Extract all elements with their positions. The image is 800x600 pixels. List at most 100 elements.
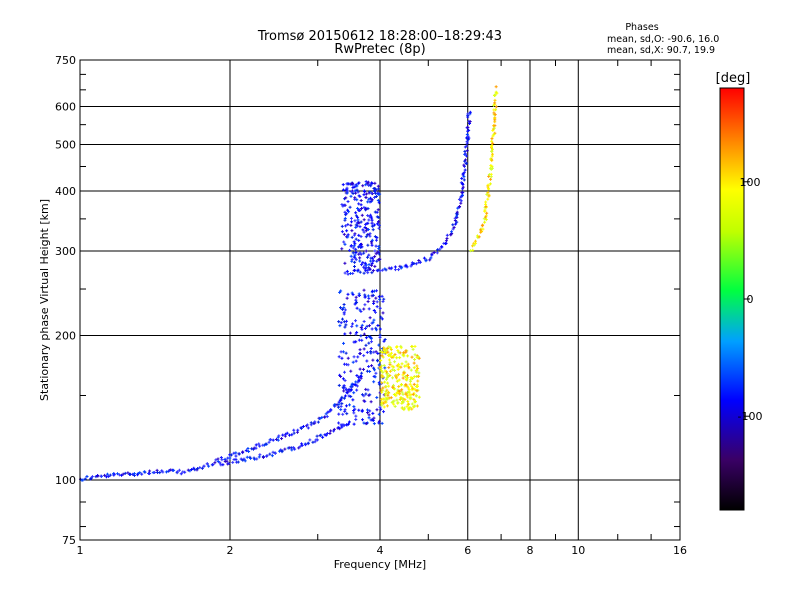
- trace-point: [340, 425, 344, 429]
- cluster-point: [352, 355, 356, 359]
- trace-point: [298, 445, 302, 449]
- cluster-point: [393, 387, 397, 391]
- cluster-point: [337, 320, 341, 324]
- cluster-point: [338, 306, 342, 310]
- cluster-point: [360, 263, 364, 267]
- trace-point: [175, 470, 179, 474]
- cluster-point: [415, 404, 419, 408]
- cluster-point: [411, 377, 415, 381]
- cluster-point: [338, 398, 342, 402]
- trace-point: [306, 426, 310, 430]
- cluster-point: [352, 411, 356, 415]
- cluster-point: [362, 230, 366, 234]
- trace-point: [358, 270, 362, 274]
- cluster-point: [365, 359, 369, 363]
- cluster-point: [376, 258, 380, 262]
- cluster-point: [380, 381, 384, 385]
- cluster-point: [406, 391, 410, 395]
- cluster-point: [388, 369, 392, 373]
- cluster-point: [378, 365, 382, 369]
- cluster-point: [361, 228, 365, 232]
- cluster-point: [377, 343, 381, 347]
- cluster-point: [373, 255, 377, 259]
- trace-point: [468, 120, 472, 124]
- cluster-point: [364, 392, 368, 396]
- trace-point: [205, 462, 209, 466]
- cluster-point: [338, 290, 342, 294]
- cluster-point: [362, 307, 366, 311]
- trace-point: [188, 469, 192, 473]
- trace-point: [234, 457, 238, 461]
- cluster-point: [352, 422, 356, 426]
- cluster-point: [355, 384, 359, 388]
- cluster-point: [364, 207, 368, 211]
- cluster-point: [383, 380, 387, 384]
- trace-point: [285, 431, 289, 435]
- cluster-point: [354, 250, 358, 254]
- cluster-point: [340, 247, 344, 251]
- cluster-point: [381, 397, 385, 401]
- cluster-point: [386, 381, 390, 385]
- trace-point: [242, 457, 246, 461]
- cluster-point: [348, 248, 352, 252]
- trace-point: [342, 396, 346, 400]
- trace-point: [158, 471, 162, 475]
- cluster-point: [345, 412, 349, 416]
- cluster-point: [355, 324, 359, 328]
- cluster-point: [366, 200, 370, 204]
- cluster-point: [354, 380, 358, 384]
- cluster-point: [412, 361, 416, 365]
- cluster-point: [376, 358, 380, 362]
- cluster-point: [346, 356, 350, 360]
- cluster-point: [370, 263, 374, 267]
- cluster-point: [364, 266, 368, 270]
- trace-point: [481, 227, 485, 231]
- cluster-point: [388, 352, 392, 356]
- cluster-point: [343, 325, 347, 329]
- cluster-point: [412, 398, 416, 402]
- cluster-point: [357, 233, 361, 237]
- cluster-point: [368, 267, 372, 271]
- trace-point: [488, 182, 492, 186]
- colorbar-tick-label: 100: [740, 176, 761, 189]
- cluster-point: [413, 353, 417, 357]
- cluster-point: [350, 388, 354, 392]
- trace-point: [428, 258, 432, 262]
- cluster-point: [359, 220, 363, 224]
- trace-point: [211, 463, 215, 467]
- cluster-point: [409, 378, 413, 382]
- cluster-point: [344, 404, 348, 408]
- cluster-point: [353, 302, 357, 306]
- cluster-point: [364, 263, 368, 267]
- cluster-point: [405, 393, 409, 397]
- trace-point: [356, 268, 360, 272]
- cluster-point: [353, 253, 357, 257]
- cluster-point: [414, 394, 418, 398]
- cluster-point: [339, 404, 343, 408]
- cluster-point: [397, 372, 401, 376]
- cluster-point: [371, 321, 375, 325]
- cluster-point: [349, 182, 353, 186]
- cluster-point: [416, 379, 420, 383]
- trace-point: [225, 459, 229, 463]
- trace-point: [142, 470, 146, 474]
- cluster-point: [362, 399, 366, 403]
- cluster-point: [386, 347, 390, 351]
- trace-point: [464, 154, 468, 158]
- cluster-point: [352, 233, 356, 237]
- cluster-point: [354, 414, 358, 418]
- trace-point: [490, 139, 494, 143]
- cluster-point: [351, 246, 355, 250]
- cluster-point: [399, 344, 403, 348]
- cluster-point: [367, 263, 371, 267]
- cluster-point: [390, 364, 394, 368]
- trace-point: [243, 459, 247, 463]
- cluster-point: [348, 331, 352, 335]
- x-axis-label: Frequency [MHz]: [334, 558, 426, 571]
- trace-point: [461, 187, 465, 191]
- cluster-point: [412, 366, 416, 370]
- trace-point: [177, 468, 181, 472]
- cluster-point: [350, 257, 354, 261]
- trace-point: [316, 438, 320, 442]
- trace-point: [489, 164, 493, 168]
